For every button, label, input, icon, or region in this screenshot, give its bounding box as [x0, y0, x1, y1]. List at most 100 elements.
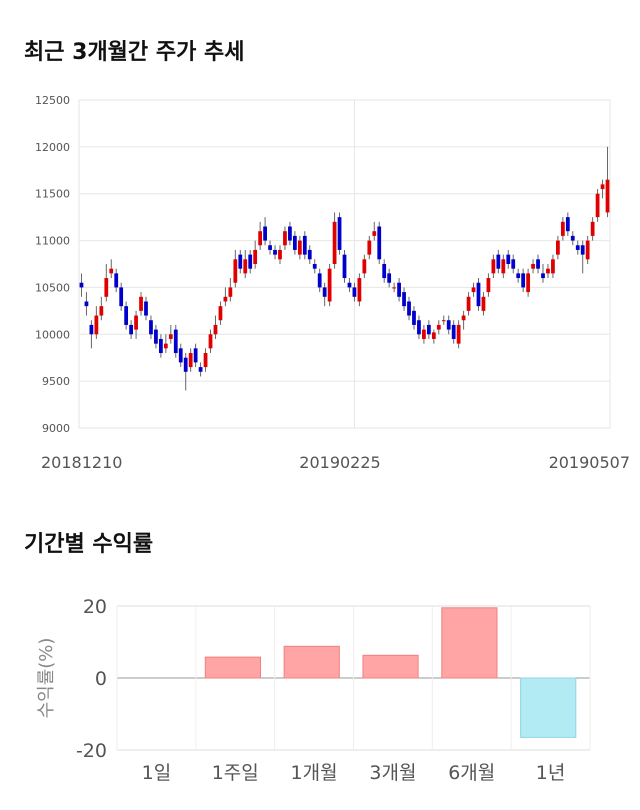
- candle-down: [511, 259, 516, 269]
- bar-y-axis-label: 수익률(%): [36, 638, 57, 719]
- candle-x-axis: 20181210 20190225 20190507: [41, 453, 630, 472]
- candle-up: [422, 329, 426, 339]
- candle-up: [213, 324, 218, 335]
- candle-down: [322, 287, 327, 297]
- candle-down: [178, 348, 183, 363]
- candle-up: [109, 268, 114, 274]
- candle-up: [253, 249, 258, 264]
- candle-down: [238, 254, 243, 269]
- candle-down: [575, 245, 580, 250]
- candle-up: [332, 221, 337, 264]
- candle-up: [551, 259, 555, 274]
- candle-down: [506, 254, 511, 264]
- candle-up: [228, 287, 233, 297]
- candle-down: [307, 249, 312, 260]
- candle-up: [139, 296, 143, 311]
- candle-down: [347, 282, 352, 288]
- candle-down: [317, 273, 322, 288]
- candle-down: [476, 282, 481, 307]
- candle-up: [560, 221, 565, 236]
- return-bar: [362, 654, 419, 679]
- candle-down: [397, 282, 401, 297]
- candle-down: [158, 338, 163, 354]
- candle-up: [362, 259, 367, 274]
- candle-down: [292, 235, 297, 250]
- candle-down: [263, 226, 267, 241]
- candle-y-tick-label: 11000: [35, 235, 70, 248]
- candle-down: [412, 310, 416, 325]
- candle-up: [501, 259, 506, 274]
- candles: [79, 146, 610, 391]
- candle-up: [203, 353, 208, 368]
- candle-down: [446, 320, 451, 330]
- candle-up: [163, 343, 168, 349]
- candle-up: [278, 249, 282, 260]
- candle-x-tick-label: 20181210: [41, 453, 122, 472]
- candle-up: [436, 324, 441, 330]
- candlestick-chart: 12500 12000 11500 11000 10500 10000 9500 9000 2…: [35, 94, 630, 472]
- candle-down: [144, 301, 148, 316]
- candle-y-tick-label: 10000: [35, 328, 70, 341]
- candle-down: [426, 324, 431, 335]
- bar-category-label: 6개월: [448, 762, 495, 784]
- candle-up: [168, 334, 173, 339]
- candle-up: [243, 259, 248, 274]
- candle-down: [342, 254, 347, 279]
- candle-up: [471, 287, 476, 293]
- candle-up: [233, 259, 238, 283]
- candle-down: [337, 217, 342, 250]
- candle-up: [297, 240, 302, 255]
- candle-down: [173, 329, 178, 354]
- bar-category-label: 1년: [536, 762, 566, 784]
- candle-down: [565, 217, 570, 232]
- candle-up: [431, 332, 436, 339]
- candle-up: [595, 193, 600, 218]
- candle-grid: [78, 99, 611, 429]
- bars: [204, 607, 577, 738]
- price-trend-title: 최근 3개월간 주가 추세: [24, 40, 245, 65]
- candle-up: [590, 221, 595, 236]
- candle-up: [605, 179, 610, 213]
- candle-down: [417, 320, 421, 335]
- candle-up: [327, 268, 332, 302]
- candle-down: [580, 245, 585, 255]
- return-bar: [441, 607, 498, 679]
- candle-x-tick-label: 20190507: [549, 453, 630, 472]
- bar-y-tick-label: 20: [83, 596, 107, 618]
- candle-down: [273, 249, 277, 255]
- candle-up: [531, 264, 535, 269]
- bar-category-label: 1주일: [212, 762, 259, 784]
- candle-down: [149, 320, 153, 335]
- candle-up: [94, 315, 99, 335]
- candle-down: [124, 306, 129, 325]
- candle-down: [268, 245, 272, 250]
- candle-down: [248, 254, 253, 269]
- candle-up: [258, 231, 263, 246]
- candle-up: [491, 259, 496, 274]
- candle-down: [516, 273, 521, 279]
- period-returns-title: 기간별 수익률: [24, 532, 154, 557]
- candle-down: [451, 324, 456, 339]
- candle-up: [104, 278, 109, 297]
- candle-y-tick-label: 11500: [35, 188, 70, 201]
- candle-down: [407, 301, 411, 316]
- candle-y-tick-label: 12500: [35, 94, 70, 107]
- candle-up: [466, 296, 471, 311]
- bar-category-label: 3개월: [369, 762, 416, 784]
- candle-down: [114, 273, 119, 288]
- candle-up: [357, 278, 362, 302]
- candle-up: [392, 287, 397, 289]
- candle-up: [372, 231, 377, 236]
- candle-down: [377, 226, 382, 260]
- candle-y-tick-label: 9500: [42, 375, 70, 388]
- candle-down: [312, 264, 317, 269]
- candle-up: [546, 268, 550, 274]
- candle-y-axis: 12500 12000 11500 11000 10500 10000 9500 9000: [35, 94, 70, 435]
- return-bar: [283, 645, 340, 679]
- candle-up: [188, 353, 193, 368]
- candle-up: [134, 315, 138, 330]
- bar-y-tick-label: 0: [95, 668, 107, 690]
- return-bar: [204, 656, 261, 679]
- candle-up: [456, 324, 461, 344]
